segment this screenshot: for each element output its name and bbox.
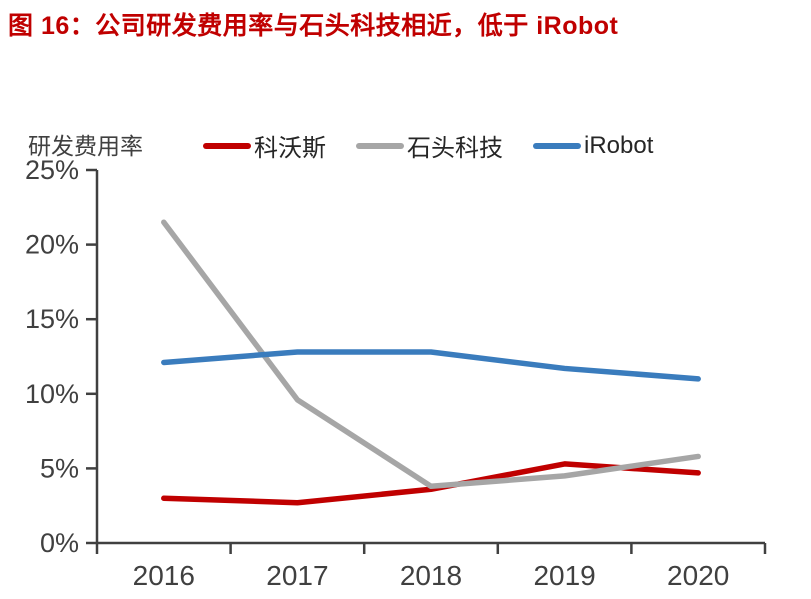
legend-label-irobot: iRobot (584, 131, 654, 159)
legend-swatch-kewosi-icon (203, 142, 251, 149)
legend-item-kewosi: 科沃斯 (203, 128, 326, 163)
legend-swatch-irobot-icon (533, 142, 581, 149)
figure-title: 图 16：公司研发费用率与石头科技相近，低于 iRobot (8, 12, 619, 40)
svg-text:0%: 0% (40, 528, 79, 558)
svg-text:25%: 25% (25, 155, 79, 185)
svg-text:5%: 5% (40, 453, 79, 483)
svg-text:2019: 2019 (533, 560, 595, 591)
line-chart-svg: 0% 5% 10% 15% 20% 25% 2016 2017 2018 2019 2020 (25, 155, 767, 591)
svg-text:15%: 15% (25, 304, 79, 334)
svg-text:20%: 20% (25, 230, 79, 260)
svg-text:2017: 2017 (266, 560, 328, 591)
legend: 科沃斯 石头科技 iRobot (203, 128, 653, 163)
svg-text:10%: 10% (25, 379, 79, 409)
legend-item-irobot: iRobot (533, 132, 653, 160)
legend-label-kewosi: 科沃斯 (254, 135, 326, 162)
svg-text:2016: 2016 (133, 560, 195, 591)
svg-text:2018: 2018 (400, 560, 462, 591)
legend-swatch-shitoukeji-icon (356, 142, 404, 149)
legend-label-shitoukeji: 石头科技 (407, 135, 503, 162)
legend-item-shitoukeji: 石头科技 (356, 128, 503, 163)
y-axis-title: 研发费用率 (28, 133, 143, 159)
svg-text:2020: 2020 (667, 560, 729, 591)
